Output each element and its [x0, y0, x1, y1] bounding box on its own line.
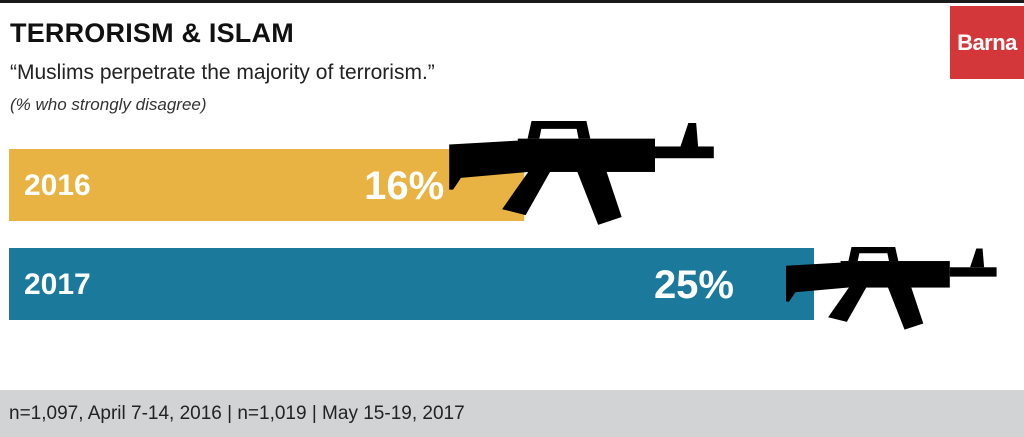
footer-bar: n=1,097, April 7-14, 2016 | n=1,019 | Ma…: [0, 390, 1024, 437]
footer-source: n=1,097, April 7-14, 2016 | n=1,019 | Ma…: [9, 403, 465, 424]
category-label: 2017: [24, 268, 91, 301]
bar-2016: [9, 149, 525, 221]
category-label: 2016: [24, 169, 91, 202]
chart-note: (% who strongly disagree): [10, 95, 207, 114]
chart-title: TERRORISM & ISLAM: [10, 18, 294, 48]
bar-chart: 2016 16% 2017 25%: [9, 121, 997, 330]
barna-logo-text: Barna: [957, 29, 1017, 55]
chart-subtitle: “Muslims perpetrate the majority of terr…: [10, 61, 435, 84]
rifle-icon: [449, 121, 714, 225]
barna-logo: Barna: [950, 6, 1024, 79]
bar-2017: [9, 248, 814, 320]
rifle-icon: [786, 247, 997, 330]
value-label: 16%: [364, 164, 444, 208]
value-label: 25%: [654, 263, 734, 307]
